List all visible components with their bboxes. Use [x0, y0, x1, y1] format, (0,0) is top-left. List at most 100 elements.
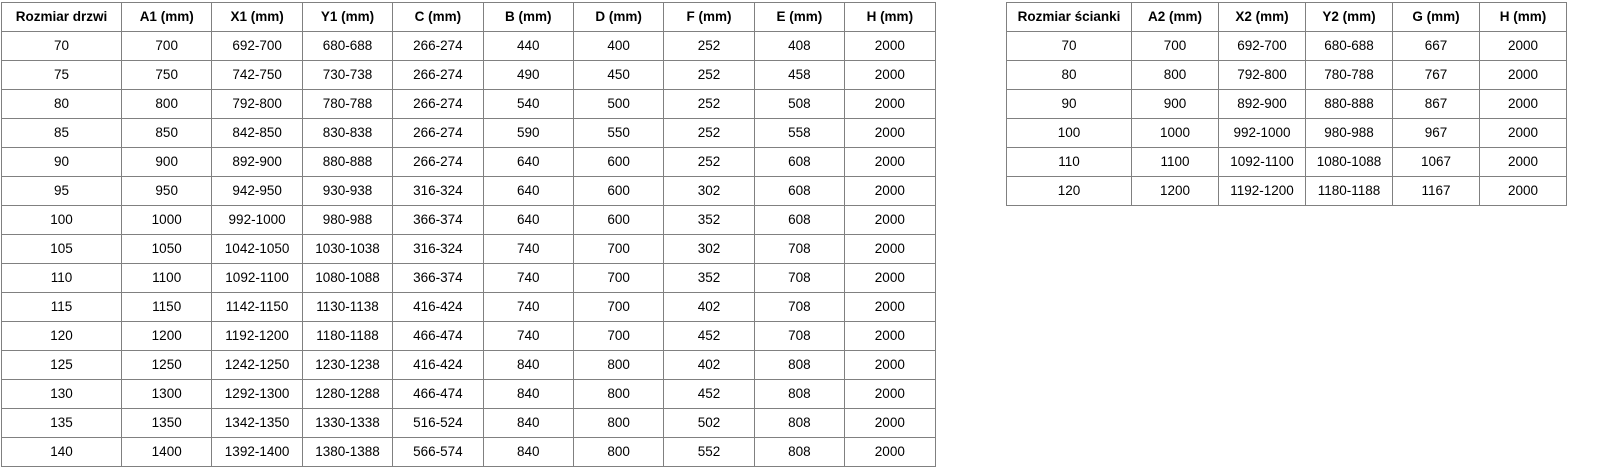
table-cell: 1042-1050 — [211, 234, 303, 264]
table-row: 135 1350 1342-1350 1330-1338 516-524 840 800 50… — [1, 408, 936, 438]
doors-header-row: Rozmiar drzwi A1 (mm) X1 (mm) Y1 (mm) C (mm)… — [1, 2, 936, 32]
table-cell: 692-700 — [211, 31, 303, 61]
table-cell: 1200 — [120, 321, 213, 351]
table-cell: 1230-1238 — [301, 350, 394, 380]
table-cell: 900 — [1131, 89, 1219, 119]
table-cell: 416-424 — [392, 350, 484, 380]
walls-column-header: X2 (mm) — [1218, 2, 1306, 32]
table-cell: 700 — [572, 263, 665, 293]
table-cell: 1100 — [1131, 147, 1219, 177]
doors-size-cell: 125 — [1, 350, 122, 380]
table-cell: 302 — [663, 234, 755, 264]
table-cell: 352 — [663, 205, 755, 235]
table-row: 105 1050 1042-1050 1030-1038 316-324 740 700 30… — [1, 234, 936, 264]
table-cell: 792-800 — [211, 89, 303, 119]
table-cell: 608 — [753, 176, 846, 206]
table-cell: 608 — [753, 147, 846, 177]
table-cell: 740 — [482, 263, 574, 293]
table-cell: 1342-1350 — [211, 408, 303, 438]
walls-table-body: 70 700 692-700 680-688 667 2000 80 800 792-800 78… — [1006, 31, 1567, 206]
table-cell: 967 — [1392, 118, 1480, 148]
table-cell: 266-274 — [392, 60, 484, 90]
doors-column-header: D (mm) — [572, 2, 665, 32]
table-cell: 252 — [663, 31, 755, 61]
table-cell: 2000 — [844, 263, 936, 293]
table-cell: 750 — [120, 60, 213, 90]
table-cell: 1330-1338 — [301, 408, 394, 438]
doors-column-header: B (mm) — [482, 2, 574, 32]
table-cell: 452 — [663, 379, 755, 409]
table-cell: 600 — [572, 205, 665, 235]
table-cell: 840 — [482, 350, 574, 380]
table-cell: 400 — [572, 31, 665, 61]
table-row: 80 800 792-800 780-788 767 2000 — [1006, 60, 1567, 90]
doors-size-cell: 80 — [1, 89, 122, 119]
table-cell: 252 — [663, 147, 755, 177]
table-cell: 2000 — [844, 147, 936, 177]
table-cell: 800 — [572, 379, 665, 409]
table-cell: 508 — [753, 89, 846, 119]
walls-size-cell: 80 — [1006, 60, 1132, 90]
table-cell: 402 — [663, 350, 755, 380]
walls-column-header: A2 (mm) — [1131, 2, 1219, 32]
table-row: 80 800 792-800 780-788 266-274 540 500 252 508 20… — [1, 89, 936, 119]
table-cell: 742-750 — [211, 60, 303, 90]
table-row: 75 750 742-750 730-738 266-274 490 450 252 458 20… — [1, 60, 936, 90]
table-cell: 608 — [753, 205, 846, 235]
table-cell: 708 — [753, 292, 846, 322]
table-cell: 700 — [572, 292, 665, 322]
table-cell: 1300 — [120, 379, 213, 409]
table-cell: 2000 — [844, 205, 936, 235]
table-cell: 808 — [753, 379, 846, 409]
table-cell: 980-988 — [1305, 118, 1393, 148]
table-cell: 552 — [663, 437, 755, 467]
table-cell: 252 — [663, 118, 755, 148]
table-cell: 942-950 — [211, 176, 303, 206]
table-cell: 1000 — [120, 205, 213, 235]
doors-column-header: Rozmiar drzwi — [1, 2, 122, 32]
table-cell: 366-374 — [392, 263, 484, 293]
doors-size-cell: 130 — [1, 379, 122, 409]
table-cell: 1350 — [120, 408, 213, 438]
table-cell: 830-838 — [301, 118, 394, 148]
table-cell: 808 — [753, 408, 846, 438]
table-cell: 1092-1100 — [211, 263, 303, 293]
table-cell: 980-988 — [301, 205, 394, 235]
table-cell: 667 — [1392, 31, 1480, 61]
doors-size-cell: 120 — [1, 321, 122, 351]
table-cell: 700 — [1131, 31, 1219, 61]
table-cell: 1067 — [1392, 147, 1480, 177]
table-row: 70 700 692-700 680-688 266-274 440 400 252 408 20… — [1, 31, 936, 61]
table-cell: 740 — [482, 292, 574, 322]
table-cell: 2000 — [1479, 147, 1567, 177]
walls-header-row: Rozmiar ścianki A2 (mm) X2 (mm) Y2 (mm) G (m… — [1006, 2, 1567, 32]
table-row: 140 1400 1392-1400 1380-1388 566-574 840 800 55… — [1, 437, 936, 467]
table-cell: 800 — [572, 437, 665, 467]
table-cell: 266-274 — [392, 118, 484, 148]
table-row: 70 700 692-700 680-688 667 2000 — [1006, 31, 1567, 61]
table-cell: 708 — [753, 321, 846, 351]
walls-size-cell: 110 — [1006, 147, 1132, 177]
table-cell: 600 — [572, 147, 665, 177]
walls-size-cell: 70 — [1006, 31, 1132, 61]
doors-size-cell: 85 — [1, 118, 122, 148]
table-cell: 640 — [482, 147, 574, 177]
table-cell: 2000 — [844, 437, 936, 467]
doors-table-head: Rozmiar drzwi A1 (mm) X1 (mm) Y1 (mm) C (mm)… — [1, 2, 936, 32]
table-cell: 540 — [482, 89, 574, 119]
table-cell: 1192-1200 — [1218, 176, 1306, 206]
table-cell: 700 — [120, 31, 213, 61]
table-cell: 680-688 — [301, 31, 394, 61]
walls-column-header: H (mm) — [1479, 2, 1567, 32]
table-cell: 2000 — [844, 118, 936, 148]
table-cell: 252 — [663, 89, 755, 119]
table-cell: 708 — [753, 234, 846, 264]
table-cell: 266-274 — [392, 89, 484, 119]
table-cell: 2000 — [844, 89, 936, 119]
table-cell: 850 — [120, 118, 213, 148]
walls-size-cell: 120 — [1006, 176, 1132, 206]
table-row: 120 1200 1192-1200 1180-1188 1167 2000 — [1006, 176, 1567, 206]
table-cell: 2000 — [844, 176, 936, 206]
table-cell: 1080-1088 — [1305, 147, 1393, 177]
table-cell: 1180-1188 — [1305, 176, 1393, 206]
